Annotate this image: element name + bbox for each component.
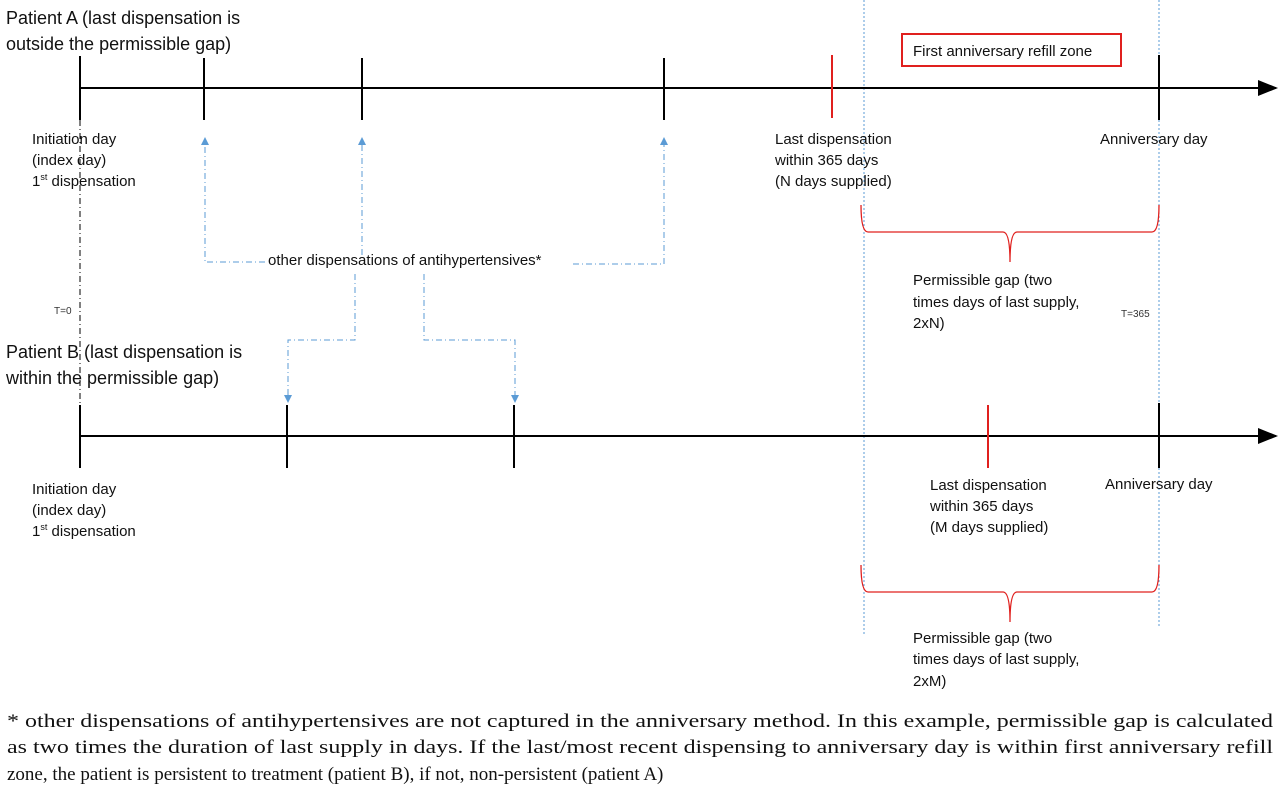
connector-up <box>573 137 668 265</box>
footnote-line: as two times the duration of last supply… <box>7 737 1273 758</box>
a-gap-label-3: 2xN) <box>913 315 945 332</box>
patient-b-title-2: within the permissible gap) <box>5 368 219 388</box>
b-gap-label: Permissible gap (two <box>913 630 1052 647</box>
refill-zone-label: First anniversary refill zone <box>913 43 1092 60</box>
a-last-label: Last dispensation <box>775 131 892 148</box>
footnote-line: * other dispensations of antihypertensiv… <box>7 711 1274 732</box>
a-initiation-label-3: 1st dispensation <box>32 172 136 190</box>
a-last-label-2: within 365 days <box>774 152 878 169</box>
b-initiation-label-3: 1st dispensation <box>32 522 136 540</box>
connector-down <box>284 274 356 403</box>
b-gap-label-2: times days of last supply, <box>913 651 1079 668</box>
b-initiation-label: Initiation day <box>32 481 117 498</box>
connector-up <box>201 137 265 263</box>
b-anniversary-label: Anniversary day <box>1105 476 1213 493</box>
a-last-label-3: (N days supplied) <box>775 173 892 190</box>
a-gap-label-2: times days of last supply, <box>913 294 1079 311</box>
t365-label: T=365 <box>1121 309 1150 320</box>
connector-down <box>423 274 519 403</box>
b-last-label-2: within 365 days <box>929 498 1033 515</box>
refill-zone-box <box>901 33 1122 67</box>
a-gap-brace <box>860 204 1160 263</box>
a-initiation-label-2: (index day) <box>32 152 106 169</box>
b-gap-brace <box>860 564 1160 623</box>
patient-a-title-2: outside the permissible gap) <box>6 34 231 54</box>
b-gap-label-3: 2xM) <box>913 673 946 690</box>
a-initiation-label: Initiation day <box>32 131 117 148</box>
a-anniversary-label: Anniversary day <box>1100 131 1208 148</box>
b-last-label: Last dispensation <box>930 477 1047 494</box>
a-gap-label: Permissible gap (two <box>913 272 1052 289</box>
footnote-line: zone, the patient is persistent to treat… <box>7 764 663 785</box>
t0-label: T=0 <box>54 306 72 317</box>
b-last-label-3: (M days supplied) <box>930 519 1048 536</box>
patient-a-title: Patient A (last dispensation is <box>6 8 240 28</box>
other-dispensations-label: other dispensations of antihypertensives… <box>268 252 542 269</box>
patient-b-title: Patient B (last dispensation is <box>6 342 242 362</box>
b-initiation-label-2: (index day) <box>32 502 106 519</box>
